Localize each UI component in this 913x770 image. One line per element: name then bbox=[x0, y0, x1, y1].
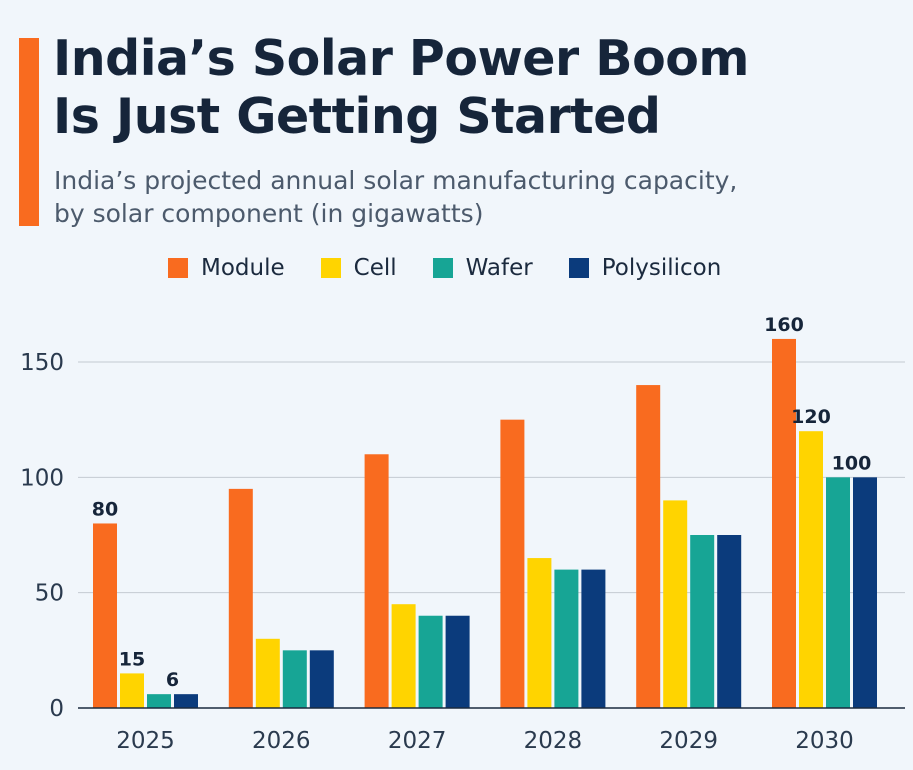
bar-wafer-2029 bbox=[690, 535, 715, 708]
data-label: 100 bbox=[832, 452, 872, 474]
legend-item-cell: Cell bbox=[320, 255, 397, 281]
bar-module-2029 bbox=[636, 385, 661, 708]
legend-item-module: Module bbox=[168, 255, 285, 281]
bar-module-2026 bbox=[228, 488, 253, 708]
y-tick-label: 0 bbox=[49, 696, 64, 722]
legend: Module Cell Wafer Polysilicon bbox=[168, 255, 757, 281]
x-tick-label: 2029 bbox=[659, 728, 718, 754]
bar-cell-2026 bbox=[255, 638, 280, 708]
chart-subtitle: India’s projected annual solar manufactu… bbox=[54, 164, 737, 230]
bar-cell-2025 bbox=[120, 673, 144, 708]
x-tick-label: 2027 bbox=[388, 728, 447, 754]
title-line-1: India’s Solar Power Boom bbox=[53, 30, 749, 87]
title-accent-bar bbox=[19, 38, 39, 226]
subtitle-line-2: by solar component (in gigawatts) bbox=[54, 199, 484, 228]
bar-module-2030 bbox=[772, 338, 796, 708]
title-line-2: Is Just Getting Started bbox=[53, 88, 661, 145]
bar-module-2027 bbox=[364, 454, 389, 708]
legend-item-wafer: Wafer bbox=[432, 255, 533, 281]
bar-module-2025 bbox=[93, 523, 117, 708]
y-tick-label: 100 bbox=[20, 465, 64, 491]
subtitle-line-1: India’s projected annual solar manufactu… bbox=[54, 166, 738, 195]
bar-module-2028 bbox=[500, 419, 525, 708]
legend-swatch bbox=[320, 258, 341, 278]
bar-polysilicon-2028 bbox=[581, 569, 606, 708]
bar-cell-2030 bbox=[799, 431, 823, 708]
bar-polysilicon-2026 bbox=[309, 650, 334, 708]
bar-wafer-2027 bbox=[418, 615, 443, 708]
y-tick-label: 150 bbox=[20, 350, 64, 376]
bar-polysilicon-2027 bbox=[445, 615, 470, 708]
legend-label: Polysilicon bbox=[601, 255, 722, 281]
data-label: 160 bbox=[764, 314, 804, 336]
bar-wafer-2030 bbox=[826, 477, 850, 708]
x-tick-label: 2026 bbox=[252, 728, 311, 754]
bar-cell-2028 bbox=[527, 558, 552, 708]
data-label: 15 bbox=[119, 648, 145, 670]
bar-wafer-2026 bbox=[282, 650, 307, 708]
bar-wafer-2028 bbox=[554, 569, 579, 708]
legend-swatch bbox=[432, 258, 453, 278]
data-label: 80 bbox=[92, 498, 118, 520]
legend-item-polysilicon: Polysilicon bbox=[568, 255, 722, 281]
bar-polysilicon-2030 bbox=[853, 477, 877, 708]
legend-swatch bbox=[168, 258, 188, 278]
data-label: 120 bbox=[791, 406, 831, 428]
bar-cell-2027 bbox=[391, 604, 416, 708]
x-tick-label: 2030 bbox=[795, 728, 854, 754]
chart-title: India’s Solar Power Boom Is Just Getting… bbox=[53, 30, 749, 146]
y-tick-label: 50 bbox=[35, 581, 64, 607]
bar-polysilicon-2025 bbox=[174, 694, 198, 708]
bar-wafer-2025 bbox=[147, 694, 171, 708]
bar-cell-2029 bbox=[663, 500, 688, 708]
x-tick-label: 2025 bbox=[116, 728, 175, 754]
data-label: 6 bbox=[166, 669, 179, 691]
legend-label: Module bbox=[201, 255, 285, 281]
legend-swatch bbox=[568, 258, 589, 278]
legend-label: Wafer bbox=[465, 255, 533, 281]
x-tick-label: 2028 bbox=[524, 728, 583, 754]
legend-label: Cell bbox=[353, 255, 397, 281]
bar-polysilicon-2029 bbox=[717, 535, 742, 708]
